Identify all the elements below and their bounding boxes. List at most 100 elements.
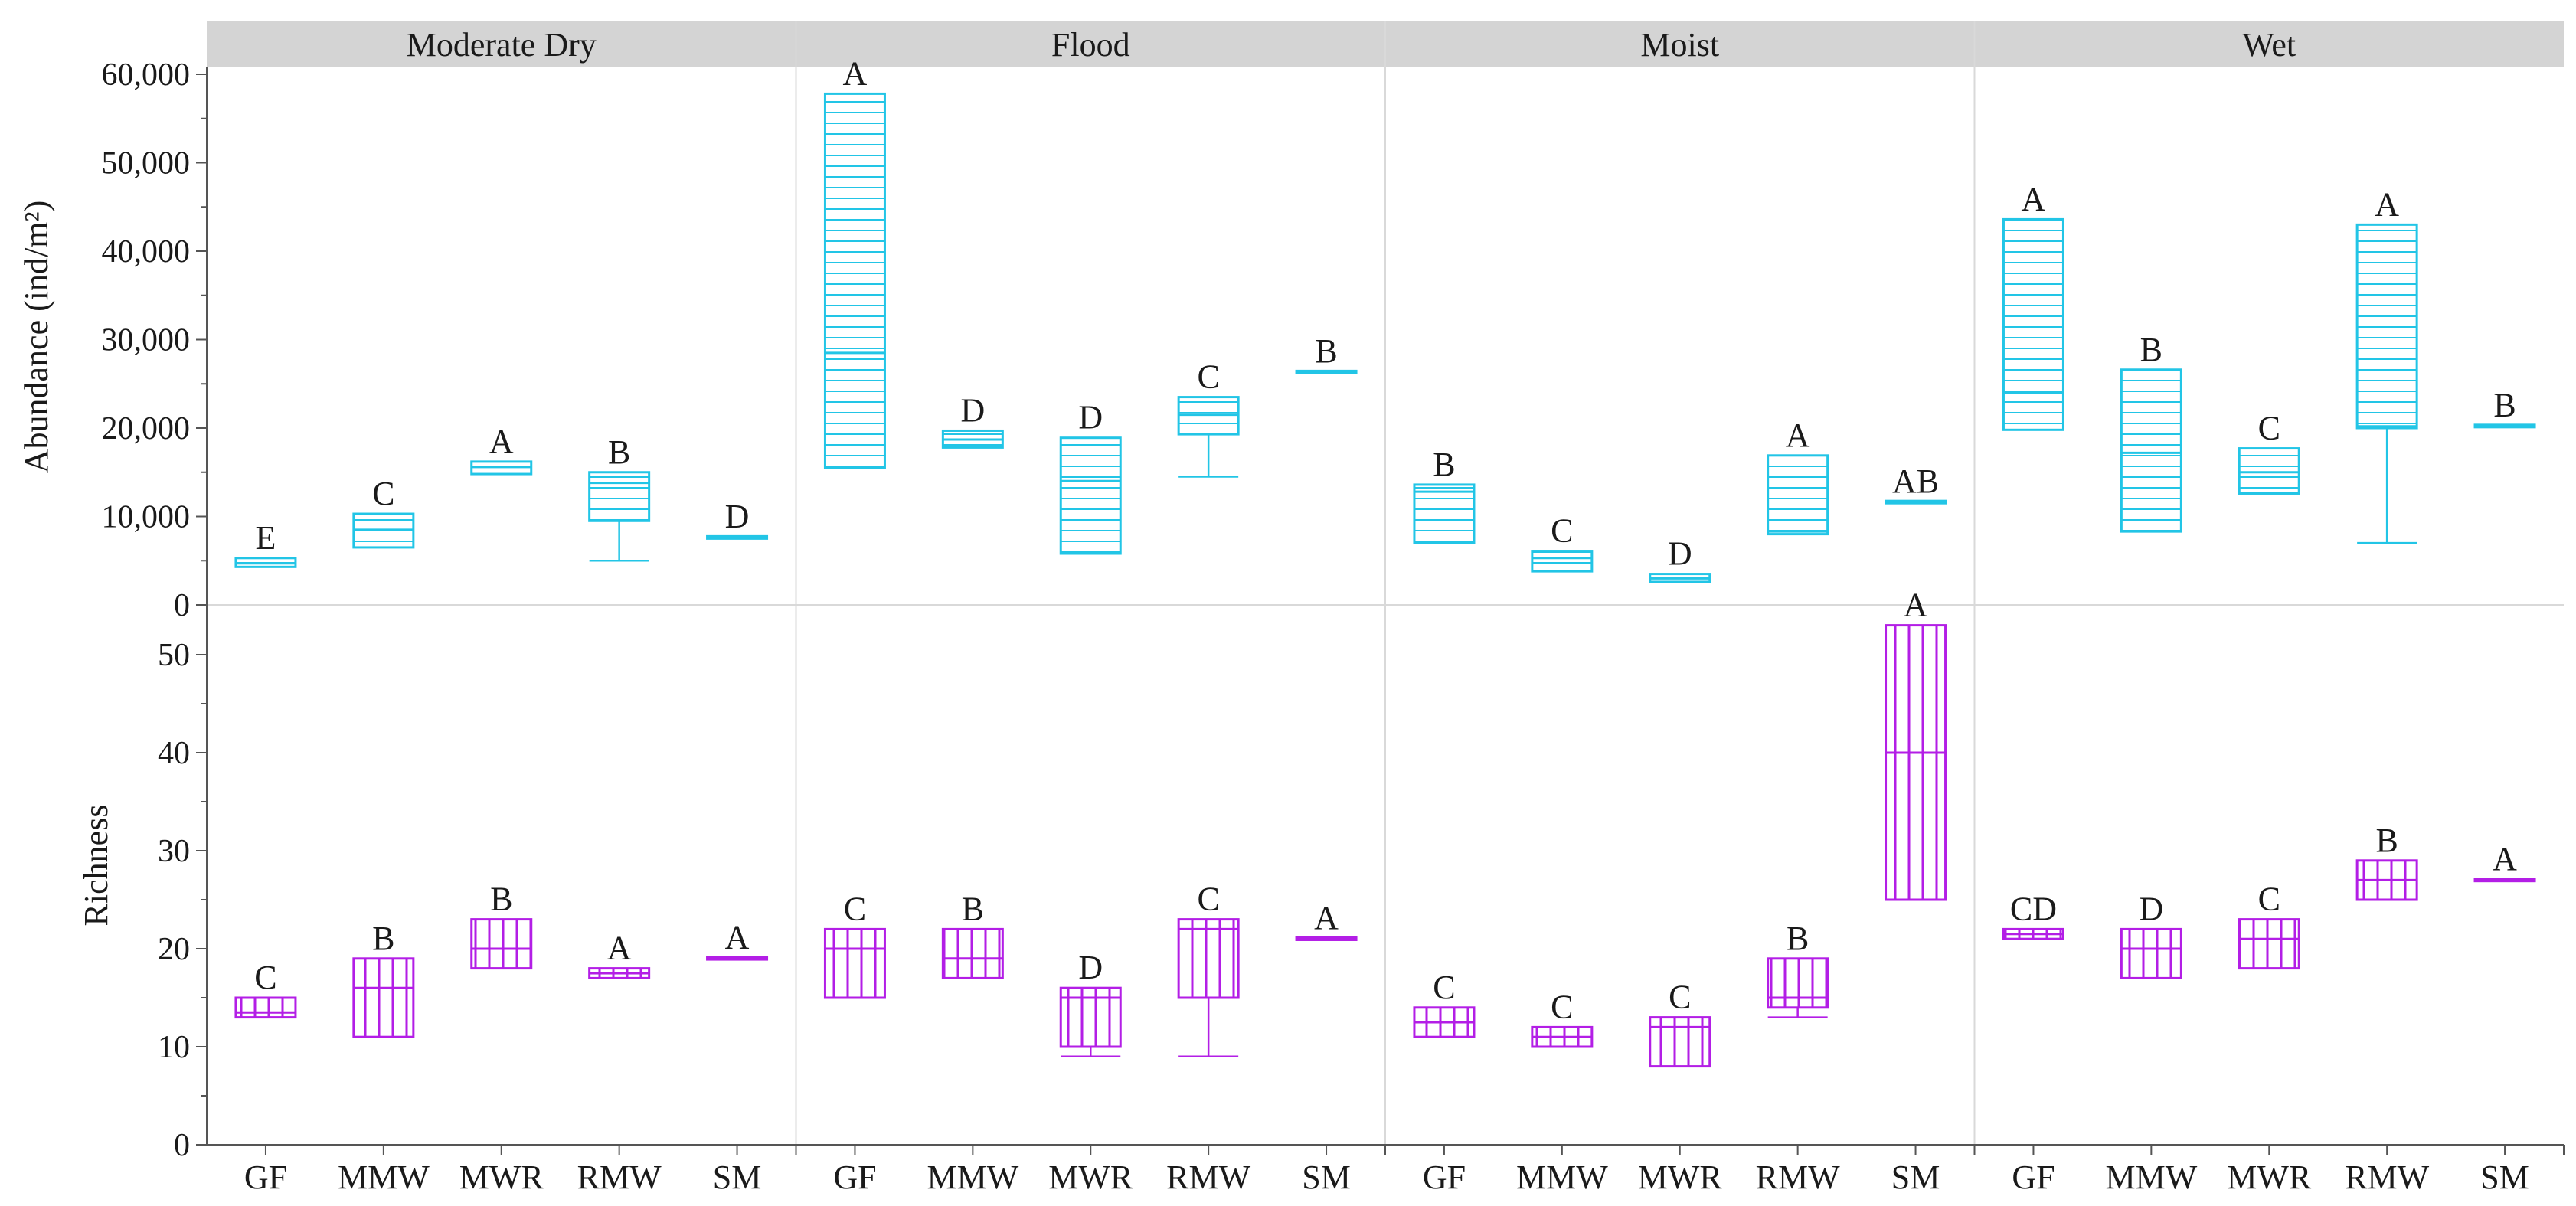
y-tick-label: 50 [158, 638, 190, 673]
significance-letter: A [843, 54, 868, 92]
x-tick-label: MWR [1638, 1159, 1723, 1196]
y-tick-label: 10 [158, 1030, 190, 1065]
x-tick-label: MWR [1048, 1159, 1133, 1196]
box-body [1767, 454, 1829, 536]
x-tick-label: SM [1302, 1159, 1351, 1196]
box-abundance-moist-sm [1885, 499, 1947, 505]
significance-letter: B [2375, 822, 2398, 859]
significance-letter: B [2140, 331, 2162, 368]
significance-letter: B [1315, 332, 1337, 370]
significance-letter: C [1197, 358, 1219, 396]
box-richness-flood-sm [1295, 936, 1358, 941]
facet-label: Wet [2242, 26, 2296, 64]
box-richness-wet-gf [2002, 927, 2064, 940]
box-richness-flood-mmw [941, 927, 1004, 979]
box-body [588, 471, 651, 522]
box-abundance-moist-mwr [1649, 573, 1711, 583]
box-richness-flood-mwr [1059, 986, 1122, 1058]
y-tick-label: 10,000 [102, 500, 191, 535]
box-body [1177, 918, 1240, 999]
box-abundance-moderate-dry-mwr [470, 460, 533, 476]
box-richness-moist-sm [1885, 624, 1947, 901]
significance-letter: C [1669, 979, 1691, 1016]
box-body [2002, 217, 2064, 431]
significance-letter: A [1314, 899, 1339, 936]
box-abundance-wet-mmw [2120, 368, 2182, 533]
x-tick-label: GF [1423, 1159, 1466, 1196]
significance-letter: B [2493, 387, 2516, 424]
x-tick-label: MMW [2105, 1159, 2197, 1196]
box-richness-wet-mmw [2120, 927, 2182, 979]
y-tick-label: 60,000 [102, 57, 191, 93]
y-axis-title: Abundance (ind/m²) [18, 201, 55, 474]
x-tick-label: MWR [2227, 1159, 2312, 1196]
significance-letter: B [962, 890, 984, 927]
x-tick-label: GF [2012, 1159, 2055, 1196]
significance-letter: C [844, 890, 866, 927]
significance-letter: B [490, 881, 512, 918]
significance-letter: C [254, 959, 276, 996]
y-tick-label: 20 [158, 932, 190, 967]
box-richness-wet-mwr [2238, 918, 2300, 970]
box-body [1767, 957, 1829, 1009]
significance-letter: A [1786, 417, 1810, 454]
significance-letter: D [960, 391, 985, 429]
significance-letter: C [1197, 881, 1219, 918]
box-body [2238, 918, 2300, 970]
significance-letter: C [1551, 988, 1573, 1025]
significance-letter: B [1433, 446, 1455, 483]
box-abundance-moist-mmw [1531, 550, 1594, 573]
box-abundance-flood-sm [1295, 369, 1358, 374]
box-body [1531, 550, 1594, 573]
box-abundance-moderate-dry-sm [706, 534, 769, 540]
box-body [470, 918, 533, 970]
box-richness-moist-gf [1413, 1006, 1476, 1038]
box-richness-flood-gf [823, 927, 886, 999]
box-abundance-moderate-dry-gf [234, 557, 297, 568]
y-tick-label: 20,000 [102, 411, 191, 446]
x-tick-label: GF [833, 1159, 876, 1196]
box-abundance-wet-rmw [2355, 223, 2418, 544]
facet-separators [207, 21, 2564, 1145]
box-body [1413, 483, 1476, 544]
box-richness-wet-rmw [2355, 859, 2418, 901]
facet-strip-bg [207, 21, 796, 67]
box-abundance-wet-mwr [2238, 447, 2300, 495]
significance-letter: D [725, 498, 750, 535]
x-tick-label: MMW [927, 1159, 1018, 1196]
significance-letter: B [372, 920, 394, 957]
significance-letter: A [607, 930, 632, 967]
y-tick-label: 30,000 [102, 323, 191, 358]
significance-letter: A [2022, 180, 2046, 217]
significance-letter: C [1433, 969, 1455, 1006]
box-body [234, 996, 297, 1019]
box-richness-moderate-dry-mmw [352, 957, 415, 1038]
x-tick-label: RMW [1756, 1159, 1840, 1196]
box-body [1885, 624, 1947, 901]
significance-letter: B [1787, 920, 1809, 957]
box-body [823, 92, 886, 469]
box-marks [234, 92, 2536, 1068]
box-richness-moderate-dry-rmw [588, 967, 651, 979]
x-tick-label: SM [713, 1159, 762, 1196]
significance-letter: AB [1892, 462, 1939, 500]
box-richness-moist-mmw [1531, 1025, 1594, 1048]
box-body [2120, 927, 2182, 979]
box-abundance-moist-rmw [1767, 454, 1829, 536]
box-richness-moist-rmw [1767, 957, 1829, 1018]
significance-letter: B [608, 433, 630, 471]
significance-letter: A [1904, 587, 1928, 624]
significance-letter: D [1668, 535, 1692, 573]
box-richness-moist-mwr [1649, 1016, 1711, 1068]
box-abundance-moderate-dry-rmw [588, 471, 651, 562]
box-body [823, 927, 886, 999]
y-tick-label: 40,000 [102, 234, 191, 270]
box-abundance-wet-gf [2002, 217, 2064, 431]
y-tick-label: 30 [158, 834, 190, 869]
box-richness-moderate-dry-mwr [470, 918, 533, 970]
significance-letter: C [2258, 881, 2280, 918]
facet-strip-bg [796, 21, 1385, 67]
x-tick-label: MMW [1516, 1159, 1608, 1196]
significance-letter: C [2258, 410, 2280, 447]
box-richness-flood-rmw [1177, 918, 1240, 1058]
